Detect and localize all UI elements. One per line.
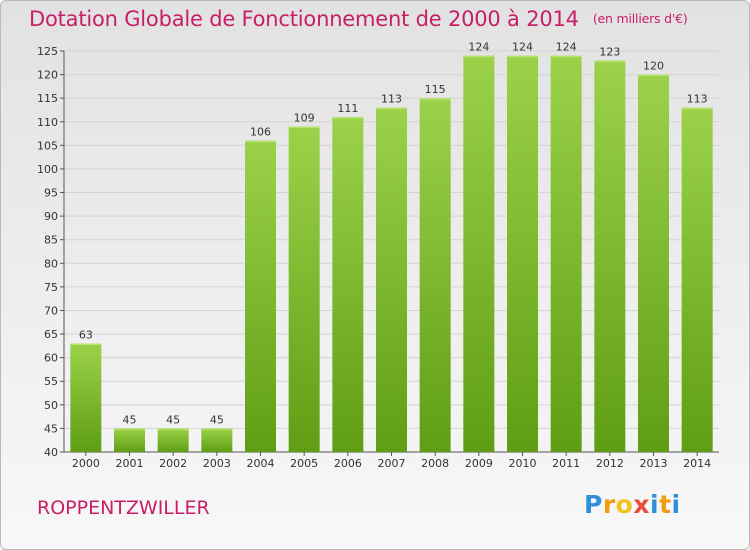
data-label: 45 <box>210 413 224 426</box>
y-tick-label: 100 <box>37 163 58 176</box>
data-label: 113 <box>687 93 708 106</box>
data-label: 115 <box>425 83 446 96</box>
bar-top-edge <box>594 60 626 62</box>
chart-title-text: Dotation Globale de Fonctionnement de 20… <box>29 7 579 31</box>
logo-letter: r <box>602 490 616 519</box>
y-tick-label: 55 <box>44 375 58 388</box>
data-label: 106 <box>250 126 271 139</box>
logo-letter: x <box>633 490 650 519</box>
bar-2003 <box>201 428 233 452</box>
y-tick-label: 50 <box>44 399 58 412</box>
bar-top-edge <box>681 107 713 110</box>
data-label: 123 <box>599 45 620 58</box>
bar-top-edge <box>332 117 364 119</box>
x-tick-label: 2003 <box>203 457 231 470</box>
y-tick-label: 40 <box>44 446 58 459</box>
logo-letter: t <box>659 490 672 519</box>
data-label: 124 <box>556 41 577 54</box>
data-label: 111 <box>337 102 358 115</box>
bar-top-edge <box>463 55 495 58</box>
y-tick-label: 120 <box>37 69 58 82</box>
x-tick-label: 2011 <box>552 457 580 470</box>
bar-top-edge <box>550 55 582 58</box>
data-label: 45 <box>123 413 137 426</box>
x-tick-label: 2006 <box>334 457 362 470</box>
y-tick-label: 60 <box>44 352 58 365</box>
bar-2008 <box>419 98 451 453</box>
bar-2014 <box>681 107 713 453</box>
bar-top-edge <box>288 126 320 128</box>
x-tick-label: 2012 <box>596 457 624 470</box>
bar-2009 <box>463 55 495 452</box>
chart-unit: (en milliers d'€) <box>592 11 688 26</box>
bar-top-edge <box>70 343 102 345</box>
y-tick-label: 85 <box>44 234 58 247</box>
bar-top-edge <box>507 55 538 58</box>
x-tick-label: 2005 <box>290 457 318 470</box>
logo-letter: o <box>615 490 634 519</box>
chart-title: Dotation Globale de Fonctionnement de 20… <box>29 7 688 31</box>
bar-2004 <box>245 140 276 452</box>
bar-top-edge <box>419 98 451 100</box>
x-tick-label: 2002 <box>159 457 187 470</box>
bar-2002 <box>157 428 189 452</box>
bar-2007 <box>376 107 407 453</box>
x-tick-label: 2008 <box>421 457 449 470</box>
bar-2012 <box>594 60 626 452</box>
x-tick-label: 2014 <box>683 457 711 470</box>
x-tick-label: 2004 <box>247 457 275 470</box>
bar-2010 <box>507 55 538 452</box>
y-tick-label: 75 <box>44 281 58 294</box>
bar-top-edge <box>201 428 233 430</box>
x-tick-label: 2010 <box>509 457 537 470</box>
x-tick-label: 2009 <box>465 457 493 470</box>
data-label: 45 <box>166 413 180 426</box>
bar-top-edge <box>638 74 669 77</box>
x-tick-label: 2001 <box>116 457 144 470</box>
bar-top-edge <box>114 428 145 430</box>
x-tick-label: 2013 <box>640 457 668 470</box>
y-tick-label: 45 <box>44 422 58 435</box>
y-tick-label: 80 <box>44 257 58 270</box>
data-label: 63 <box>79 328 93 341</box>
proxiti-logo[interactable]: Proxiti <box>584 490 681 519</box>
bar-top-edge <box>245 140 276 143</box>
data-label: 124 <box>468 41 489 54</box>
y-tick-label: 90 <box>44 210 58 223</box>
y-tick-label: 70 <box>44 304 58 317</box>
x-tick-label: 2007 <box>378 457 406 470</box>
bar-top-edge <box>157 428 189 430</box>
y-tick-label: 115 <box>37 92 58 105</box>
data-label: 124 <box>512 41 533 54</box>
bar-2005 <box>288 126 320 452</box>
bar-2013 <box>638 74 669 453</box>
y-tick-label: 125 <box>37 45 58 58</box>
logo-letter: i <box>650 490 660 519</box>
y-tick-label: 95 <box>44 187 58 200</box>
bar-2000 <box>70 343 102 452</box>
data-label: 109 <box>294 111 315 124</box>
data-label: 120 <box>643 60 664 73</box>
commune-name: ROPPENTZWILLER <box>37 497 210 519</box>
data-label: 113 <box>381 93 402 106</box>
bar-2006 <box>332 117 364 452</box>
y-tick-label: 110 <box>37 116 58 129</box>
x-tick-label: 2000 <box>72 457 100 470</box>
bar-top-edge <box>376 107 407 110</box>
bar-2001 <box>114 428 145 452</box>
logo-letter: P <box>584 490 603 519</box>
y-tick-label: 65 <box>44 328 58 341</box>
logo-letter: i <box>671 490 681 519</box>
y-tick-label: 105 <box>37 139 58 152</box>
bar-2011 <box>550 55 582 452</box>
